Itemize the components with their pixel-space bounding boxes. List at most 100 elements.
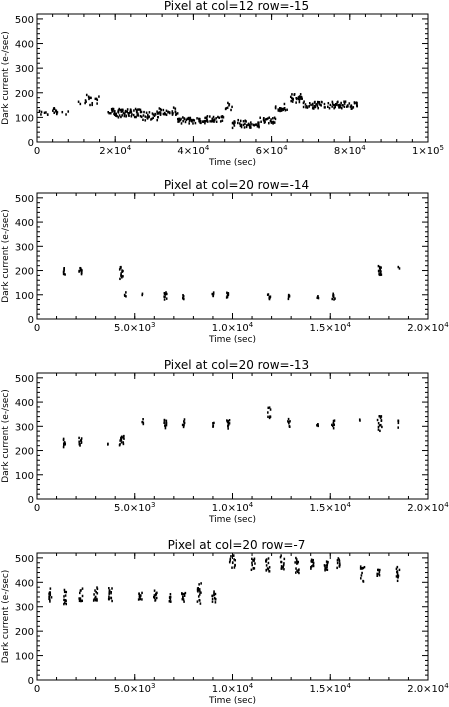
- data-point: [62, 442, 65, 445]
- data-point: [184, 591, 187, 595]
- data-point: [267, 415, 269, 419]
- data-point: [332, 292, 335, 295]
- data-point: [270, 118, 272, 121]
- x-tick-label: 4×104: [177, 144, 209, 157]
- data-point: [301, 97, 303, 100]
- data-point: [280, 109, 283, 112]
- data-point: [157, 111, 160, 114]
- data-point: [244, 122, 246, 126]
- data-point: [152, 113, 155, 116]
- data-point: [171, 110, 174, 113]
- data-point: [397, 265, 400, 269]
- data-point: [280, 565, 283, 568]
- data-point: [200, 121, 202, 125]
- data-point: [380, 266, 382, 269]
- data-point: [119, 439, 121, 442]
- x-tick-label: 1.0×104: [212, 501, 254, 514]
- data-point: [294, 561, 296, 564]
- data-point: [65, 602, 68, 606]
- data-point: [196, 587, 199, 590]
- panel-1: Pixel at col=12 row=-15 0 100 200 300 400 500 0…: [1, 0, 444, 168]
- data-point: [360, 574, 363, 577]
- data-point: [62, 271, 65, 274]
- data-point: [118, 268, 121, 271]
- data-point: [233, 558, 235, 561]
- data-point: [88, 97, 90, 101]
- data-point: [142, 114, 145, 117]
- data-point: [205, 119, 207, 123]
- data-point: [217, 115, 219, 119]
- data-point: [362, 566, 365, 570]
- data-point: [317, 106, 319, 110]
- x-tick-label: 2×104: [99, 144, 131, 157]
- data-point: [96, 98, 99, 102]
- plot-frame: [36, 372, 429, 500]
- data-point: [96, 592, 99, 595]
- data-point: [120, 274, 122, 277]
- data-point: [243, 126, 246, 129]
- data-point: [110, 112, 112, 115]
- data-point: [120, 110, 123, 113]
- data-point: [242, 123, 245, 127]
- data-point: [308, 105, 311, 108]
- data-point: [324, 569, 326, 572]
- data-point: [295, 101, 297, 104]
- x-tick-label: 5.0×103: [114, 501, 155, 514]
- data-point: [115, 112, 118, 116]
- data-point: [55, 109, 58, 113]
- data-point: [53, 107, 55, 110]
- data-point: [259, 116, 262, 119]
- y-tick-label: 300: [15, 242, 34, 253]
- data-point: [353, 102, 356, 105]
- data-point: [165, 419, 168, 423]
- data-point: [121, 108, 124, 111]
- data-point: [163, 424, 166, 427]
- data-point: [333, 298, 335, 301]
- data-point: [130, 110, 132, 113]
- data-point: [316, 102, 318, 106]
- panel-4: Pixel at col=20 row=-7 0 100 200 300 400 500 0 5…: [1, 538, 449, 706]
- data-point: [378, 273, 380, 276]
- data-point: [300, 97, 302, 100]
- data-point: [379, 423, 382, 427]
- data-point: [178, 120, 180, 123]
- data-point: [332, 421, 335, 425]
- data-point: [64, 599, 66, 602]
- data-point: [123, 434, 125, 438]
- data-point: [180, 117, 182, 121]
- data-point: [98, 95, 100, 98]
- data-point: [163, 295, 165, 298]
- data-point: [337, 103, 339, 107]
- data-point: [378, 265, 381, 269]
- data-point: [190, 118, 193, 122]
- data-point: [78, 591, 81, 595]
- data-point: [347, 105, 349, 108]
- data-point: [377, 422, 380, 425]
- data-point: [139, 114, 142, 118]
- data-point: [64, 273, 66, 276]
- data-point: [316, 424, 318, 427]
- data-point: [96, 587, 99, 591]
- data-point: [114, 114, 117, 117]
- data-point: [298, 571, 300, 575]
- data-point: [182, 423, 185, 427]
- data-point: [281, 107, 283, 111]
- data-point: [199, 602, 202, 605]
- data-point: [338, 562, 341, 565]
- x-tick-label: 5.0×103: [114, 682, 155, 695]
- data-point: [326, 561, 329, 565]
- data-point: [282, 565, 284, 569]
- y-axis-label: Dark current (e-/sec): [1, 389, 11, 483]
- data-point: [117, 116, 120, 119]
- data-point: [266, 117, 269, 120]
- x-tick-label: 1.5×104: [310, 501, 352, 514]
- data-point: [245, 125, 248, 129]
- data-point: [52, 109, 54, 112]
- data-point: [316, 100, 319, 104]
- data-point: [268, 406, 271, 409]
- data-point: [267, 406, 270, 410]
- data-point: [206, 118, 208, 121]
- data-point: [317, 424, 319, 428]
- data-point: [206, 115, 209, 118]
- data-point: [226, 419, 228, 422]
